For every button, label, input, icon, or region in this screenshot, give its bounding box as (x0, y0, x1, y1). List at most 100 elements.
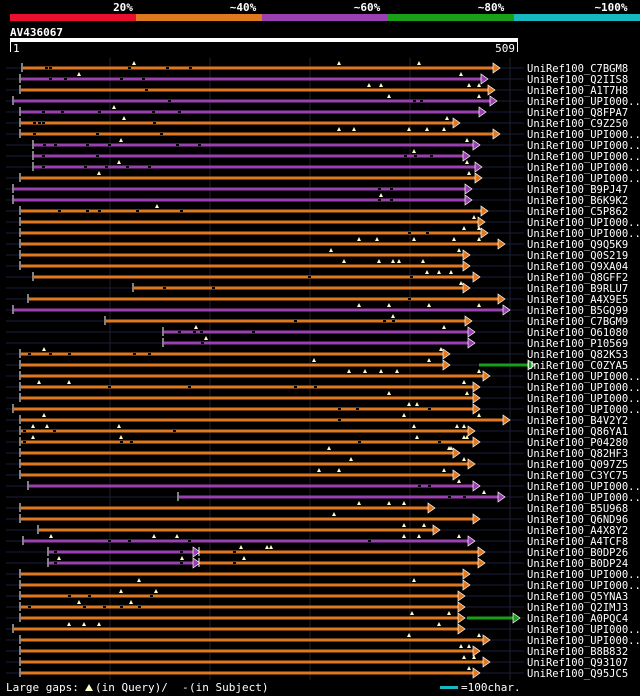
hit-row[interactable]: UniRef100_B5U968 (6, 501, 628, 515)
hit-row[interactable]: UniRef100_C3YC75 (6, 468, 628, 482)
hit-row[interactable]: UniRef100_Q2IIS8 (6, 72, 628, 86)
hit-row[interactable]: UniRef100_UPI000.. (6, 369, 640, 383)
hit-label[interactable]: UniRef100_Q93107 (527, 657, 628, 669)
hit-label[interactable]: UniRef100_B5GQ99 (527, 305, 628, 317)
hit-label[interactable]: UniRef100_UPI000.. (527, 580, 640, 592)
hit-label[interactable]: UniRef100_B6K9K2 (527, 195, 628, 207)
hit-label[interactable]: UniRef100_Q8FPA7 (527, 107, 628, 119)
hit-label[interactable]: UniRef100_UPI000.. (527, 382, 640, 394)
hit-row[interactable]: UniRef100_Q93107 (6, 655, 628, 669)
hit-label[interactable]: UniRef100_UPI000.. (527, 162, 640, 174)
hit-label[interactable]: UniRef100_Q097Z5 (527, 459, 628, 471)
hit-row[interactable]: UniRef100_UPI000.. (6, 171, 640, 185)
hit-row[interactable]: UniRef100_B5GQ99 (6, 303, 628, 317)
hit-row[interactable]: UniRef100_Q0S219 (6, 248, 628, 262)
hit-row[interactable]: UniRef100_UPI000.. (6, 633, 640, 647)
hit-row[interactable]: UniRef100_B9PJ47 (6, 183, 628, 196)
hit-row[interactable]: UniRef100_B0DP26 (6, 545, 628, 559)
hit-label[interactable]: UniRef100_UPI000.. (527, 217, 640, 229)
hit-row[interactable]: UniRef100_B0DP24 (6, 556, 628, 570)
hit-label[interactable]: UniRef100_Q0S219 (527, 250, 628, 262)
hit-label[interactable]: UniRef100_Q9Q5K9 (527, 239, 628, 251)
hit-label[interactable]: UniRef100_Q5YNA3 (527, 591, 628, 603)
hit-row[interactable]: UniRef100_A1T7H8 (6, 83, 628, 97)
hit-row[interactable]: UniRef100_A4TCF8 (6, 534, 628, 548)
hit-row[interactable]: UniRef100_O61080 (6, 325, 628, 339)
hit-label[interactable]: UniRef100_UPI000.. (527, 481, 640, 493)
hit-row[interactable]: UniRef100_Q9Q5K9 (6, 237, 628, 251)
hit-row[interactable]: UniRef100_C9Z250 (6, 116, 628, 130)
hit-label[interactable]: UniRef100_A4X8Y2 (527, 525, 628, 537)
hit-label[interactable]: UniRef100_UPI000.. (527, 404, 640, 416)
hit-row[interactable]: UniRef100_A4X8Y2 (6, 523, 628, 537)
hit-row[interactable]: UniRef100_Q5YNA3 (6, 589, 628, 603)
hit-label[interactable]: UniRef100_UPI000.. (527, 173, 640, 185)
hit-label[interactable]: UniRef100_B9RLU7 (527, 283, 628, 295)
hit-row[interactable]: UniRef100_UPI000.. (6, 94, 640, 108)
hit-row[interactable]: UniRef100_A4X9E5 (6, 293, 628, 306)
hit-label[interactable]: UniRef100_C0ZYA5 (527, 360, 628, 372)
hit-label[interactable]: UniRef100_UPI000.. (527, 635, 640, 647)
hit-label[interactable]: UniRef100_Q6ND96 (527, 514, 628, 526)
hit-row[interactable]: UniRef100_Q82K53 (6, 347, 628, 361)
hit-row[interactable]: UniRef100_UPI000.. (6, 160, 640, 174)
hit-row[interactable]: UniRef100_UPI000.. (6, 127, 640, 141)
hit-label[interactable]: UniRef100_C5P862 (527, 206, 628, 218)
hit-row[interactable]: UniRef100_UPI000.. (6, 479, 640, 493)
hit-label[interactable]: UniRef100_C7BGM9 (527, 316, 628, 328)
hit-row[interactable]: UniRef100_UPI000.. (6, 402, 640, 416)
hit-label[interactable]: UniRef100_B0DP24 (527, 558, 628, 570)
hit-label[interactable]: UniRef100_UPI000.. (527, 140, 640, 152)
hit-label[interactable]: UniRef100_UPI000.. (527, 393, 640, 405)
hit-label[interactable]: UniRef100_B4V2Y2 (527, 415, 628, 427)
hit-label[interactable]: UniRef100_O61080 (527, 327, 628, 339)
hit-row[interactable]: UniRef100_UPI000.. (6, 391, 640, 405)
hit-label[interactable]: UniRef100_Q2IMJ3 (527, 602, 628, 614)
hit-label[interactable]: UniRef100_B9PJ47 (527, 184, 628, 196)
hit-label[interactable]: UniRef100_C7BGM8 (527, 63, 628, 75)
hit-label[interactable]: UniRef100_B8B832 (527, 646, 628, 658)
hit-label[interactable]: UniRef100_C3YC75 (527, 470, 628, 482)
hit-label[interactable]: UniRef100_A4TCF8 (527, 536, 628, 548)
hit-row[interactable]: UniRef100_UPI000.. (6, 622, 640, 636)
hit-label[interactable]: UniRef100_UPI000.. (527, 371, 640, 383)
hit-label[interactable]: UniRef100_P04280 (527, 437, 628, 449)
hit-label[interactable]: UniRef100_UPI000.. (527, 96, 640, 108)
hit-label[interactable]: UniRef100_UPI000.. (527, 228, 640, 240)
hit-row[interactable]: UniRef100_P04280 (6, 435, 628, 449)
hit-row[interactable]: UniRef100_B4V2Y2 (6, 413, 628, 427)
hit-label[interactable]: UniRef100_Q82K53 (527, 349, 628, 361)
hit-label[interactable]: UniRef100_UPI000.. (527, 129, 640, 141)
hit-row[interactable]: UniRef100_Q6ND96 (6, 512, 628, 526)
hit-row[interactable]: UniRef100_B6K9K2 (6, 193, 628, 207)
hit-label[interactable]: UniRef100_Q9XA04 (527, 261, 628, 273)
hit-row[interactable]: UniRef100_UPI000.. (6, 380, 640, 394)
hit-label[interactable]: UniRef100_B5U968 (527, 503, 628, 515)
hit-row[interactable]: UniRef100_B9RLU7 (6, 281, 628, 295)
hit-row[interactable]: UniRef100_Q097Z5 (6, 457, 628, 471)
hit-row[interactable]: UniRef100_Q95JC5 (6, 666, 628, 680)
hit-row[interactable]: UniRef100_Q82HF3 (6, 446, 628, 460)
hit-row[interactable]: UniRef100_C7BGM8 (6, 61, 628, 75)
hit-row[interactable]: UniRef100_C5P862 (6, 204, 628, 218)
hit-row[interactable]: UniRef100_Q8FPA7 (6, 105, 628, 119)
hit-label[interactable]: UniRef100_UPI000.. (527, 151, 640, 163)
hit-row[interactable]: UniRef100_UPI000.. (6, 578, 640, 592)
hit-row[interactable]: UniRef100_C0ZYA5 (6, 358, 628, 372)
hit-row[interactable]: UniRef100_Q2IMJ3 (6, 600, 628, 614)
hit-row[interactable]: UniRef100_A0PQC4 (6, 611, 628, 625)
hit-row[interactable]: UniRef100_UPI000.. (6, 568, 640, 581)
hit-label[interactable]: UniRef100_UPI000.. (527, 492, 640, 504)
hit-row[interactable]: UniRef100_Q9XA04 (6, 259, 628, 273)
hit-label[interactable]: UniRef100_B0DP26 (527, 547, 628, 559)
hit-row[interactable]: UniRef100_Q86YA1 (6, 424, 628, 438)
hit-label[interactable]: UniRef100_C9Z250 (527, 118, 628, 130)
hit-label[interactable]: UniRef100_Q82HF3 (527, 448, 628, 460)
hit-label[interactable]: UniRef100_Q86YA1 (527, 426, 628, 438)
hit-row[interactable]: UniRef100_P10569 (6, 336, 628, 350)
hit-label[interactable]: UniRef100_Q8GFF2 (527, 272, 628, 284)
hit-row[interactable]: UniRef100_Q8GFF2 (6, 270, 628, 284)
hit-label[interactable]: UniRef100_A0PQC4 (527, 613, 628, 625)
hit-row[interactable]: UniRef100_UPI000.. (6, 490, 640, 504)
hit-row[interactable]: UniRef100_C7BGM9 (6, 314, 628, 328)
